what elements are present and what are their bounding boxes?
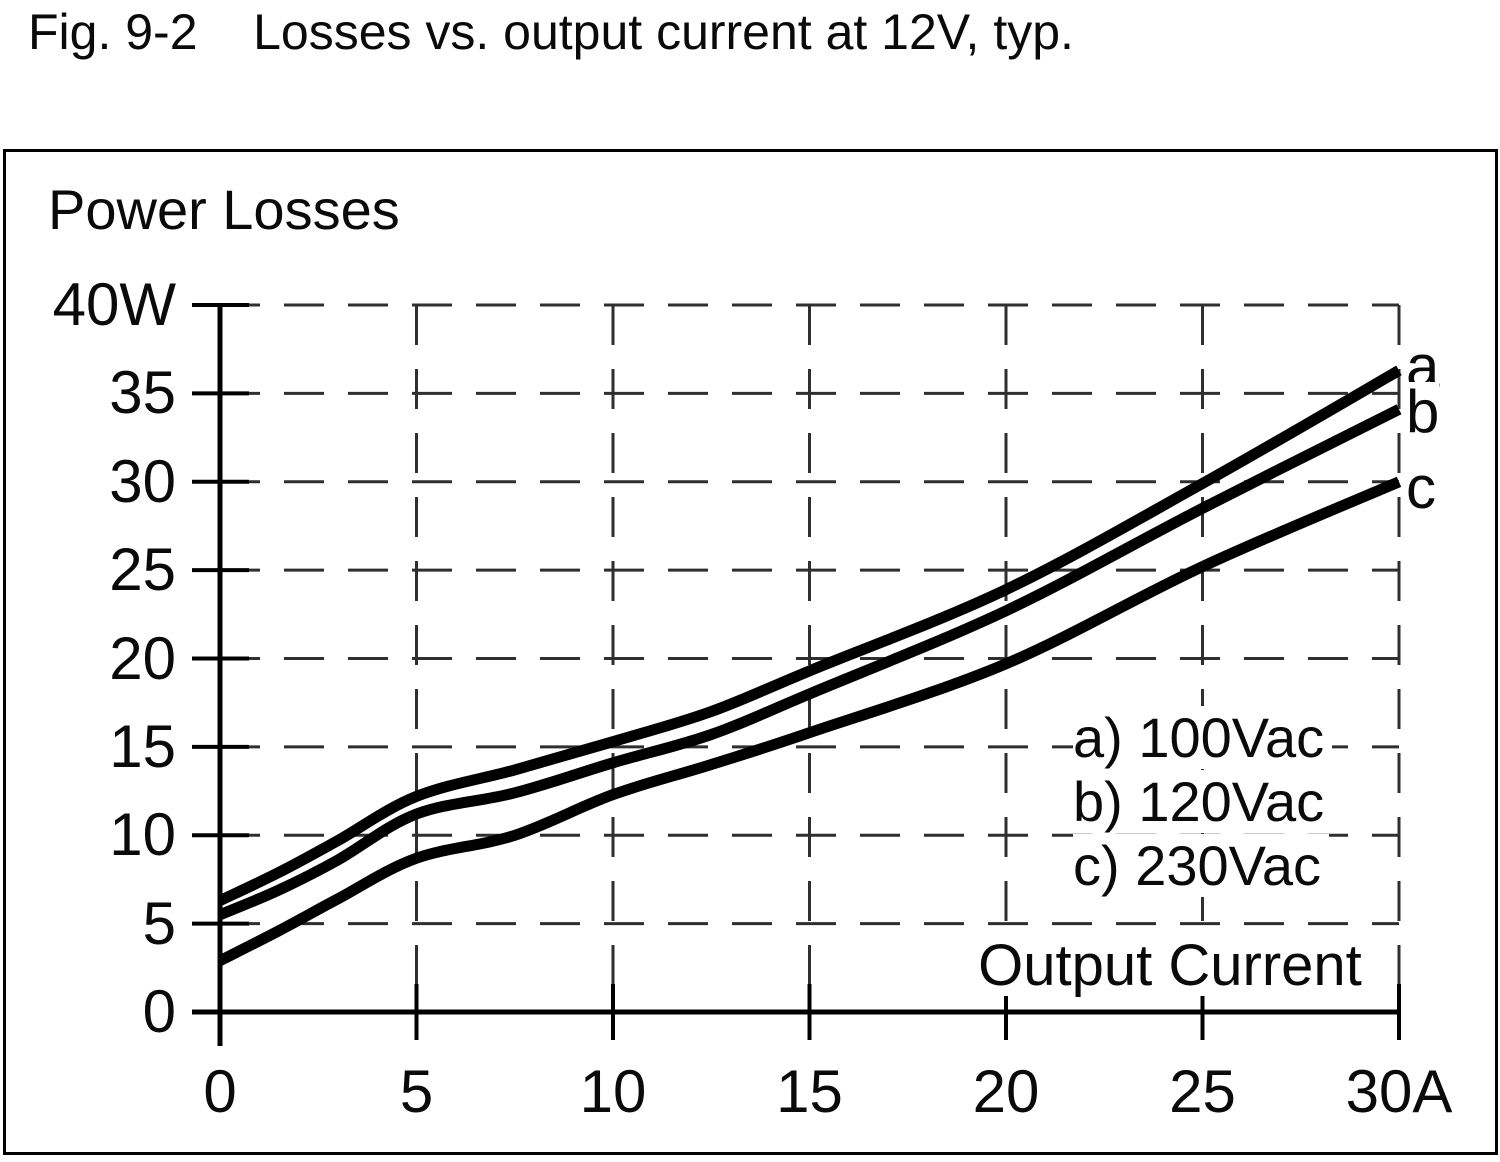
y-tick-label: 5 (142, 889, 176, 957)
y-tick-label: 40W (52, 271, 176, 338)
y-tick-label: 20 (109, 624, 176, 692)
y-tick-label: 0 (142, 978, 176, 1045)
x-tick-label: 20 (972, 1058, 1040, 1125)
y-tick-label: 15 (109, 712, 176, 780)
x-tick-label: 10 (579, 1058, 647, 1125)
legend: a) 100Vac b) 120Vac c) 230Vac (1073, 706, 1333, 898)
y-tick-label: 35 (109, 359, 176, 427)
x-tick-label: 15 (776, 1058, 843, 1125)
curve-a (217, 365, 1402, 906)
x-tick-label: 5 (399, 1058, 434, 1125)
curve-c (217, 476, 1402, 966)
legend-item-a: a) 100Vac (1073, 706, 1333, 770)
x-tick-label: 30A (1345, 1058, 1453, 1125)
legend-item-c: c) 230Vac (1073, 834, 1332, 898)
curve-label-b: b (1406, 378, 1440, 445)
x-tick-label: 0 (203, 1058, 237, 1125)
curve-label-c: c (1406, 454, 1436, 521)
legend-label-a: a) 100Vac (1073, 706, 1333, 769)
legend-item-b: b) 120Vac (1073, 770, 1333, 834)
y-tick-label: 10 (109, 801, 176, 869)
legend-label-c: c) 230Vac (1073, 834, 1329, 897)
curve-b (217, 404, 1402, 920)
figure-title: Fig. 9-2 Losses vs. output current at 12… (28, 4, 1074, 60)
x-tick-label: 25 (1169, 1058, 1236, 1125)
x-axis-title: Output Current (978, 933, 1362, 998)
y-tick-label: 30 (109, 447, 176, 515)
y-axis-title: Power Losses (48, 178, 400, 241)
legend-label-b: b) 120Vac (1073, 770, 1333, 833)
y-tick-label: 25 (109, 536, 176, 604)
